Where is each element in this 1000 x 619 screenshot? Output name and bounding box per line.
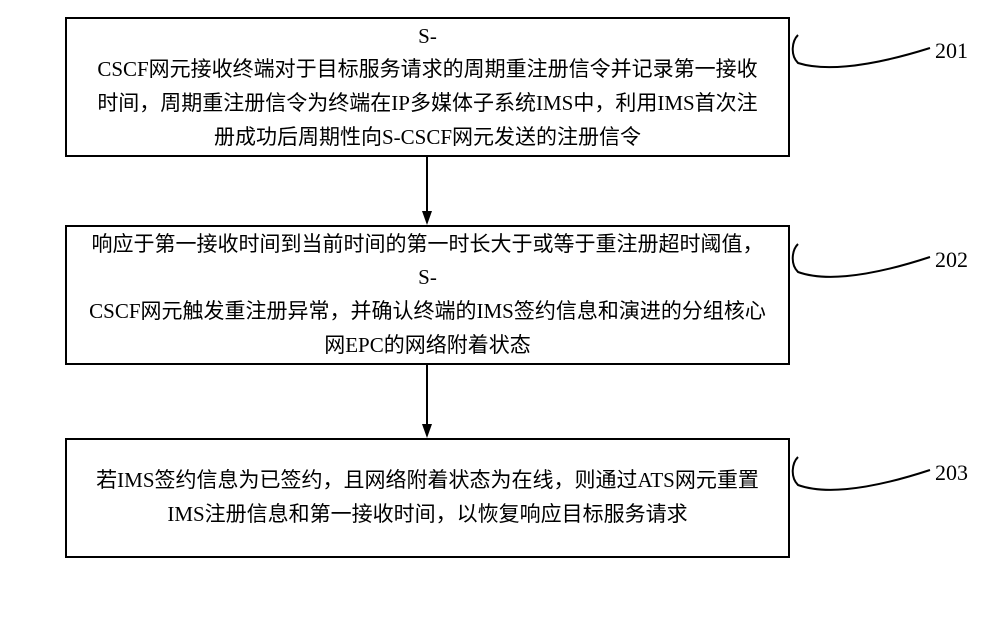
leader-line-3 [790,452,930,503]
arrow-1 [407,157,447,225]
flow-step-3-text: 若IMS签约信息为已签约，且网络附着状态为在线，则通过ATS网元重置IMS注册信… [87,464,768,531]
flow-step-2: 响应于第一接收时间到当前时间的第一时长大于或等于重注册超时阈值，S-CSCF网元… [65,225,790,365]
flow-step-3: 若IMS签约信息为已签约，且网络附着状态为在线，则通过ATS网元重置IMS注册信… [65,438,790,558]
leader-line-2 [790,239,930,290]
arrow-2 [407,365,447,438]
step-number-3: 203 [935,460,968,486]
leader-line-1 [790,30,930,80]
flow-step-2-text: 响应于第一接收时间到当前时间的第一时长大于或等于重注册超时阈值，S-CSCF网元… [87,228,768,362]
step-number-2-text: 202 [935,247,968,272]
step-number-3-text: 203 [935,460,968,485]
step-number-2: 202 [935,247,968,273]
flow-step-1-text: S-CSCF网元接收终端对于目标服务请求的周期重注册信令并记录第一接收时间，周期… [87,20,768,154]
step-number-1: 201 [935,38,968,64]
flow-step-1: S-CSCF网元接收终端对于目标服务请求的周期重注册信令并记录第一接收时间，周期… [65,17,790,157]
step-number-1-text: 201 [935,38,968,63]
flowchart-canvas: S-CSCF网元接收终端对于目标服务请求的周期重注册信令并记录第一接收时间，周期… [0,0,1000,619]
